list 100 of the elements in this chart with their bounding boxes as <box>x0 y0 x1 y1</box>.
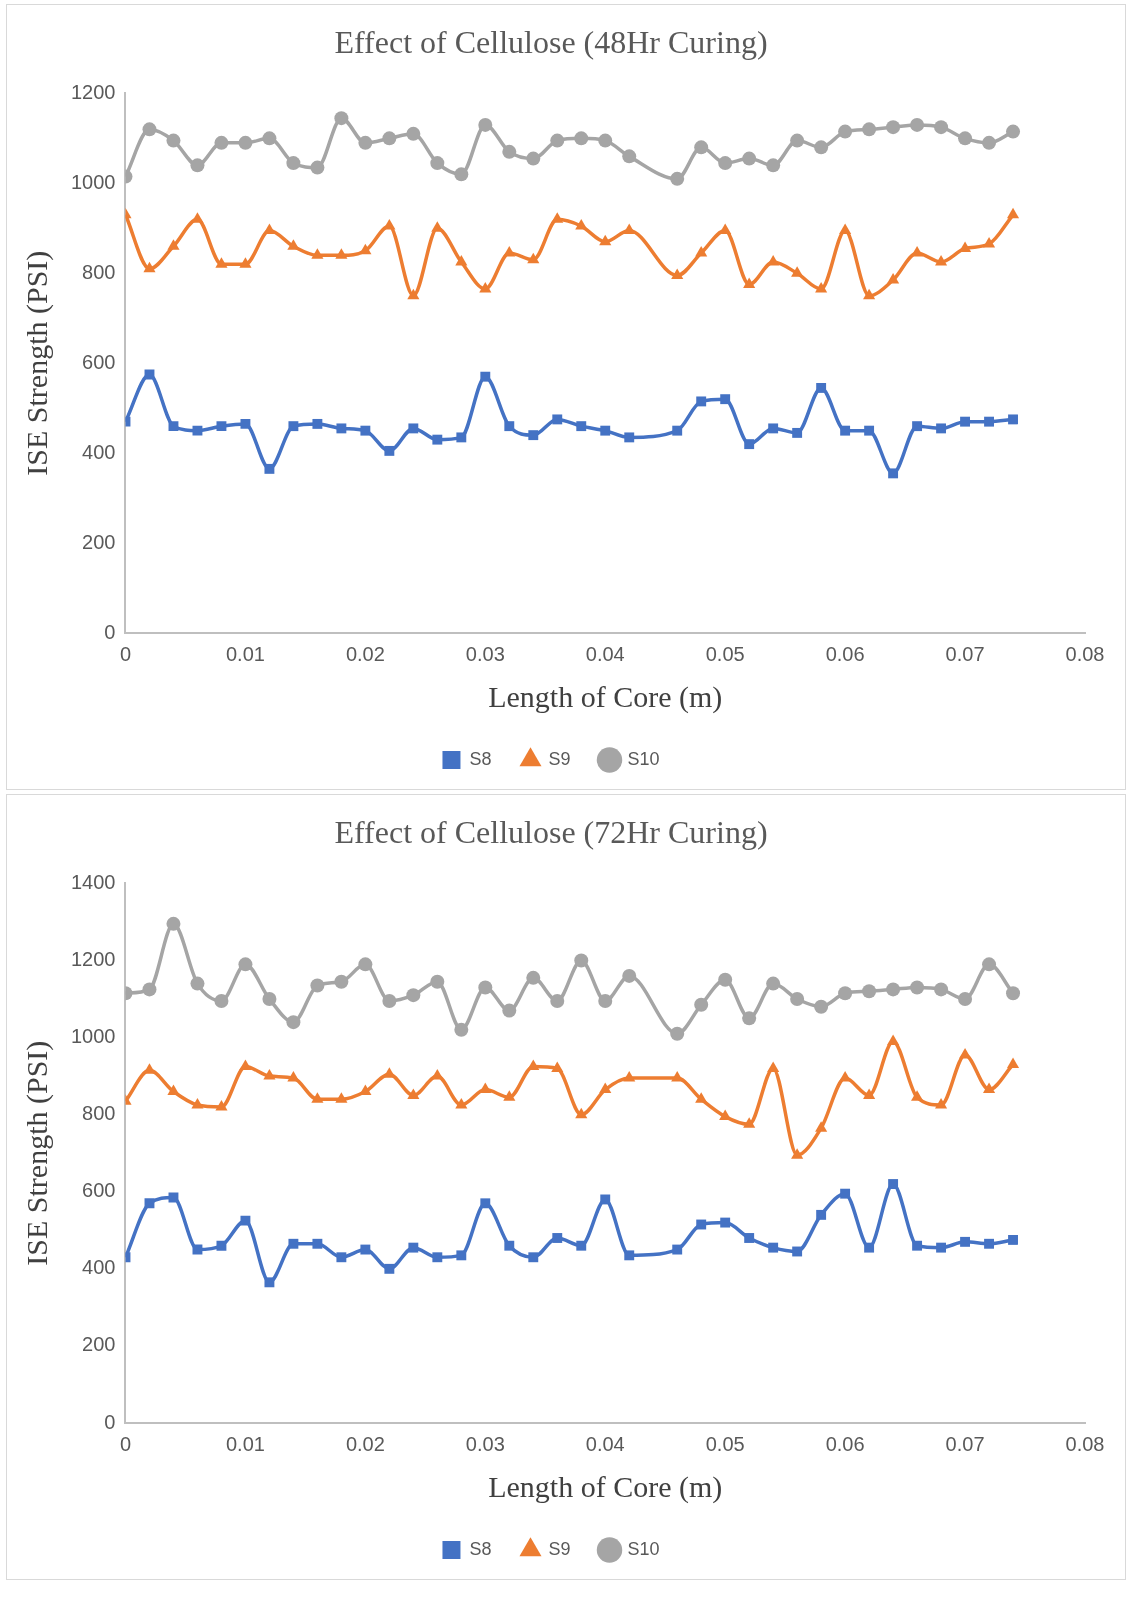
chart-title: Effect of Cellulose (48Hr Curing) <box>334 23 768 60</box>
point <box>359 243 372 255</box>
point <box>286 156 301 171</box>
point <box>407 288 420 300</box>
point <box>240 1215 251 1226</box>
point <box>935 1098 948 1109</box>
point <box>335 248 348 259</box>
point <box>599 1082 612 1094</box>
y-axis-title: ISE Strength (PSI) <box>19 1040 54 1266</box>
point <box>575 219 588 230</box>
point <box>864 425 875 436</box>
point <box>695 1092 708 1103</box>
point <box>527 252 540 264</box>
point <box>335 1092 348 1103</box>
point <box>888 1179 899 1189</box>
point <box>959 241 972 253</box>
y-tick-label: 600 <box>82 350 116 373</box>
point <box>960 416 971 427</box>
point <box>456 432 467 443</box>
point <box>144 369 155 380</box>
y-tick-label: 1200 <box>70 948 116 970</box>
point <box>503 246 516 257</box>
point <box>840 425 851 436</box>
x-axis-title: Length of Core (m) <box>488 679 723 714</box>
point <box>360 1244 371 1255</box>
point <box>838 986 853 1001</box>
point <box>550 133 565 148</box>
point <box>1008 1234 1018 1245</box>
point <box>984 416 994 427</box>
point <box>432 1252 443 1263</box>
point <box>334 974 349 989</box>
point <box>814 999 829 1014</box>
point <box>792 427 803 438</box>
point <box>312 418 323 429</box>
point <box>167 1084 180 1096</box>
point <box>840 1188 851 1199</box>
point <box>286 1015 301 1030</box>
point <box>166 133 181 148</box>
point <box>982 957 997 972</box>
point <box>406 988 421 1003</box>
point <box>480 371 491 382</box>
point <box>504 421 515 432</box>
point <box>984 1238 994 1249</box>
x-tick-label: 0 <box>119 642 132 665</box>
point <box>960 1236 971 1247</box>
point <box>839 223 852 235</box>
point <box>191 1098 204 1109</box>
point <box>958 992 973 1007</box>
x-tick-label: 0.04 <box>585 642 625 665</box>
x-tick-label: 0.03 <box>465 642 505 665</box>
point <box>672 1244 683 1255</box>
point <box>143 261 156 273</box>
point <box>455 255 468 266</box>
point <box>624 432 635 443</box>
y-tick-label: 400 <box>82 440 116 463</box>
point <box>384 1263 395 1274</box>
point <box>551 212 564 223</box>
point <box>1006 207 1020 219</box>
point <box>310 978 325 993</box>
y-tick-label: 1200 <box>70 80 116 103</box>
point <box>240 418 251 429</box>
x-tick-label: 0.06 <box>825 642 865 665</box>
point <box>768 423 779 434</box>
y-axis-title: ISE Strength (PSI) <box>19 250 54 476</box>
point <box>311 248 324 259</box>
point <box>167 239 180 250</box>
point <box>696 396 707 407</box>
point <box>694 997 709 1012</box>
point <box>1006 986 1021 1001</box>
point <box>502 144 517 159</box>
point <box>744 439 755 450</box>
point <box>574 953 589 968</box>
point <box>480 1198 491 1209</box>
point <box>574 131 589 146</box>
point <box>982 237 996 248</box>
point <box>454 167 469 182</box>
point <box>718 972 733 987</box>
point <box>384 445 395 456</box>
point <box>239 1059 252 1070</box>
point <box>479 282 492 293</box>
point <box>744 1233 755 1243</box>
point <box>790 992 805 1007</box>
point <box>936 1242 947 1253</box>
point <box>672 425 683 436</box>
point <box>312 1238 323 1249</box>
x-tick-label: 0.08 <box>1065 642 1105 665</box>
point <box>1006 1057 1020 1069</box>
point <box>455 1098 468 1109</box>
point <box>264 1277 275 1288</box>
point <box>816 382 827 393</box>
point <box>598 993 613 1008</box>
point <box>814 140 829 155</box>
point <box>528 1252 539 1263</box>
point <box>216 421 227 432</box>
point <box>575 1107 588 1119</box>
y-tick-label: 1400 <box>70 870 116 893</box>
point <box>766 976 781 991</box>
point <box>239 257 252 268</box>
point <box>791 266 804 277</box>
x-tick-label: 0.07 <box>945 642 985 665</box>
